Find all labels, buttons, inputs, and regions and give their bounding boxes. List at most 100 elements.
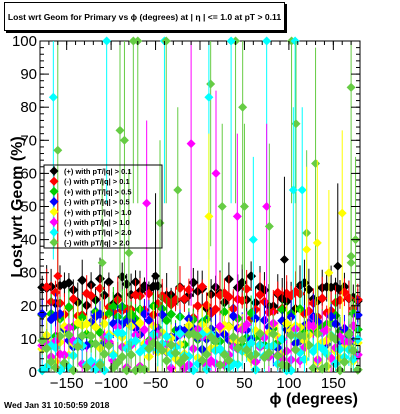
y-tick-label: 40 bbox=[20, 232, 37, 249]
data-point bbox=[157, 345, 168, 356]
data-point bbox=[108, 301, 119, 312]
data-point bbox=[272, 350, 283, 361]
data-point bbox=[117, 328, 128, 339]
legend-box bbox=[43, 164, 163, 249]
data-point bbox=[53, 145, 63, 155]
data-point bbox=[81, 318, 92, 329]
data-point bbox=[223, 355, 234, 366]
legend-label: (+) with pT/|q| > 1.0 bbox=[64, 208, 132, 217]
data-point bbox=[339, 356, 350, 367]
data-point bbox=[77, 275, 88, 286]
data-point bbox=[286, 311, 297, 322]
data-point bbox=[143, 343, 154, 354]
y-tick-label: 80 bbox=[20, 99, 37, 116]
y-tick-label: 50 bbox=[20, 199, 37, 216]
y-axis-label: Lost wrt Geom (%) bbox=[9, 136, 26, 277]
data-point bbox=[262, 36, 272, 46]
data-point bbox=[237, 334, 248, 345]
data-marks bbox=[37, 36, 363, 376]
data-point bbox=[255, 328, 265, 339]
data-point bbox=[72, 341, 83, 352]
data-point bbox=[272, 287, 283, 298]
data-point bbox=[135, 318, 145, 329]
data-point bbox=[68, 365, 79, 376]
data-point bbox=[102, 36, 112, 46]
legend-label: (-) with pT/|q| > 0.5 bbox=[64, 198, 130, 207]
data-point bbox=[239, 202, 249, 211]
data-point bbox=[166, 339, 177, 350]
data-point bbox=[59, 350, 70, 361]
data-point bbox=[197, 281, 208, 292]
data-point bbox=[223, 321, 234, 332]
data-point bbox=[90, 321, 101, 332]
data-point bbox=[99, 318, 110, 329]
data-point bbox=[86, 356, 97, 367]
data-point bbox=[223, 291, 234, 302]
data-point bbox=[232, 211, 242, 221]
data-point bbox=[166, 309, 177, 320]
data-point bbox=[151, 271, 161, 281]
data-point bbox=[246, 271, 257, 282]
data-point bbox=[112, 357, 123, 368]
data-point bbox=[41, 281, 52, 292]
data-point bbox=[204, 211, 214, 221]
data-point bbox=[103, 340, 114, 351]
data-point bbox=[337, 208, 347, 218]
legend-label: (+) with pT/|q| > 0.5 bbox=[64, 187, 132, 196]
x-axis-label: ϕ (degrees) bbox=[270, 391, 358, 408]
data-point bbox=[124, 248, 134, 258]
data-point bbox=[263, 347, 274, 358]
data-point bbox=[228, 310, 239, 321]
y-tick-label: 10 bbox=[20, 331, 37, 348]
data-point bbox=[142, 198, 152, 208]
data-point bbox=[197, 355, 208, 366]
data-point bbox=[103, 276, 114, 287]
data-point bbox=[288, 185, 298, 195]
data-point bbox=[179, 352, 190, 363]
data-point bbox=[53, 271, 63, 281]
data-point bbox=[115, 125, 125, 135]
data-point bbox=[279, 254, 289, 264]
data-point bbox=[204, 92, 214, 102]
data-point bbox=[215, 321, 225, 332]
data-point bbox=[161, 355, 172, 366]
data-point bbox=[130, 335, 141, 346]
data-point bbox=[232, 359, 243, 370]
data-point bbox=[175, 283, 185, 294]
y-tick-label: 100 bbox=[12, 33, 37, 50]
data-point bbox=[179, 293, 190, 304]
data-point bbox=[232, 343, 243, 354]
data-point bbox=[192, 331, 203, 342]
data-point bbox=[90, 338, 101, 349]
data-point bbox=[201, 349, 212, 360]
data-point bbox=[188, 365, 199, 376]
data-point bbox=[311, 158, 321, 168]
data-point bbox=[248, 235, 258, 245]
legend-label: (-) with pT/|q| > 0.1 bbox=[64, 177, 130, 186]
data-point bbox=[121, 365, 132, 376]
data-point bbox=[238, 102, 248, 112]
data-point bbox=[352, 364, 363, 375]
data-point bbox=[63, 277, 74, 288]
y-tick-label: 90 bbox=[20, 66, 37, 83]
legend-label: (+) with pT/|q| > 0.1 bbox=[64, 167, 132, 176]
legend: (+) with pT/|q| > 0.1(-) with pT/|q| > 0… bbox=[43, 164, 163, 249]
data-point bbox=[346, 258, 356, 268]
data-point bbox=[121, 316, 132, 327]
legend-label: (-) with pT/|q| > 2.0 bbox=[64, 238, 130, 247]
data-point bbox=[161, 315, 172, 326]
data-point bbox=[119, 135, 129, 145]
data-point bbox=[241, 345, 252, 356]
data-point bbox=[228, 332, 239, 343]
data-point bbox=[63, 301, 74, 312]
data-point bbox=[117, 351, 128, 362]
data-point bbox=[302, 245, 312, 255]
legend-label: (-) with pT/|q| > 1.0 bbox=[64, 218, 130, 227]
x-tick-label: 0 bbox=[196, 375, 204, 392]
data-point bbox=[155, 218, 165, 228]
data-point bbox=[290, 344, 301, 355]
data-point bbox=[48, 92, 58, 102]
x-tick-label: −50 bbox=[143, 375, 168, 392]
x-tick-label: −150 bbox=[50, 375, 84, 392]
